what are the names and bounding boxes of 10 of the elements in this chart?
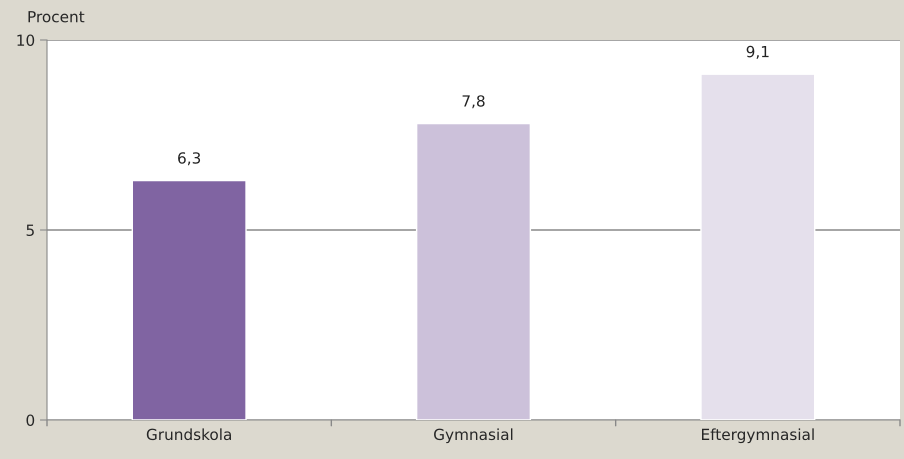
- y-axis-title: Procent: [28, 11, 84, 22]
- data-label: 7,8: [462, 95, 485, 108]
- x-tick-label: Eftergymnasial: [702, 428, 814, 444]
- data-label: 9,1: [746, 46, 769, 59]
- y-tick-label: 0: [26, 414, 34, 426]
- x-tick-label: Grundskola: [146, 428, 231, 440]
- y-tick-label: 5: [26, 224, 34, 236]
- x-tick-label: Gymnasial: [434, 428, 512, 444]
- y-tick-label: 10: [17, 34, 34, 46]
- data-label: 6,3: [178, 152, 200, 166]
